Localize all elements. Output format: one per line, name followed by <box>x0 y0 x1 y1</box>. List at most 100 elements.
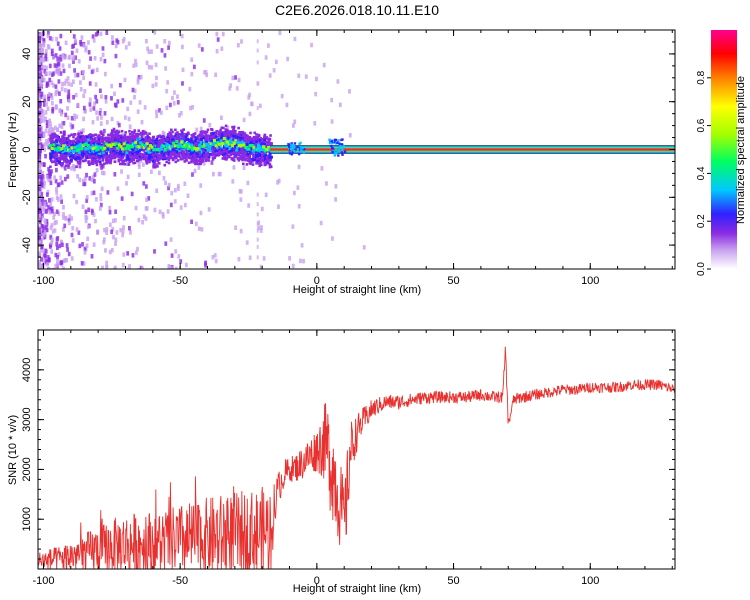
spectrogram-ridge-cell <box>239 144 243 148</box>
spectrogram-band-cell <box>187 149 191 152</box>
spectrogram-band-cell <box>209 135 213 139</box>
spectrogram-band-cell <box>96 145 100 149</box>
spectrogram-band-cell <box>160 150 164 154</box>
spectrogram-noise-cell <box>167 264 171 269</box>
spectrogram-noise-cell <box>80 129 84 134</box>
spectrogram-noise-cell <box>256 105 259 110</box>
spectrogram-band-cell <box>107 145 111 149</box>
spectrogram-noise-cell <box>59 71 63 76</box>
spectrogram-band-cell <box>245 142 248 146</box>
spectrogram-noise-cell <box>44 116 47 122</box>
spectrogram-band-cell <box>217 132 221 136</box>
spectrogram-noise-cell <box>43 94 47 100</box>
spectrogram-band-cell <box>133 151 137 154</box>
spectrogram-noise-cell <box>44 153 47 159</box>
spectrogram-ridge-cell <box>144 143 148 147</box>
spectrogram-noise-cell <box>45 208 48 214</box>
spectrogram-band-cell <box>246 140 250 144</box>
spectrogram-band-cell <box>181 132 185 136</box>
spectrogram-band-cell <box>191 151 194 155</box>
spectrogram-noise-cell <box>44 256 48 261</box>
spectrogram-band-cell <box>120 157 123 161</box>
spectrogram-noise-cell <box>116 99 120 104</box>
spectrogram-band-cell <box>264 157 267 160</box>
spectrogram-ridge-cell <box>224 140 228 144</box>
spectrogram-band-cell <box>77 138 80 142</box>
spectrogram-band-cell <box>127 163 131 166</box>
spectrogram-noise-cell <box>50 51 54 57</box>
spectrogram-band-cell <box>119 162 122 166</box>
spectrogram-ridge-cell <box>194 147 198 151</box>
spectrogram-band-cell <box>126 155 129 158</box>
spectrogram-band-cell <box>142 140 145 144</box>
spectrogram-band-cell <box>183 141 186 144</box>
spectrogram-ridge-cell <box>134 140 138 144</box>
spectrogram-band-cell <box>90 133 94 137</box>
spectrogram-band-cell <box>87 161 90 165</box>
spectrogram-band-cell <box>174 132 178 135</box>
spectrogram-band-cell <box>213 152 216 155</box>
spectrogram-noise-cell <box>73 68 77 73</box>
spectrogram-band-cell <box>159 138 163 142</box>
spectrogram-noise-cell <box>114 241 117 246</box>
spectrogram-noise-cell <box>147 64 151 70</box>
spectrogram-noise-cell <box>70 232 74 238</box>
spectrogram-band-cell <box>223 132 227 136</box>
spectrogram-noise-cell <box>56 127 59 132</box>
spectrogram-x-tick-label: 50 <box>447 275 459 287</box>
spectrogram-noise-cell <box>239 197 243 202</box>
spectrogram-band-cell <box>142 157 146 161</box>
spectrogram-band-cell <box>252 153 255 157</box>
spectrogram-noise-cell <box>83 246 87 252</box>
spectrogram-band-cell <box>178 151 181 155</box>
spectrogram-noise-cell <box>142 214 146 219</box>
spectrogram-band-cell <box>222 139 225 143</box>
spectrogram-noise-cell <box>133 88 137 94</box>
spectrogram-band-cell <box>174 128 177 132</box>
spectrogram-band-cell <box>243 138 246 141</box>
spectrogram-noise-cell <box>85 198 89 203</box>
spectrogram-noise-cell <box>96 31 100 36</box>
snr-x-tick-label: -50 <box>172 575 188 587</box>
spectrogram-noise-cell <box>155 113 159 119</box>
spectrogram-noise-cell <box>118 63 122 68</box>
spectrogram-noise-cell <box>54 84 58 89</box>
spectrogram-ridge-cell <box>147 147 151 151</box>
spectrogram-noise-cell <box>256 60 259 65</box>
spectrogram-ridge-cell <box>119 145 123 149</box>
snr-x-tick-label: 0 <box>314 575 320 587</box>
spectrogram-band-cell <box>123 138 127 142</box>
spectrogram-blob-cell <box>293 142 297 145</box>
spectrogram-ridge-cell <box>85 147 89 151</box>
spectrogram-ridge-cell <box>229 141 233 145</box>
spectrogram-noise-cell <box>45 139 48 144</box>
spectrogram-band-cell <box>107 161 111 164</box>
spectrogram-noise-cell <box>141 162 145 167</box>
spectrogram-noise-cell <box>41 48 44 53</box>
spectrogram-band-cell <box>70 133 73 137</box>
spectrogram-noise-cell <box>348 132 352 138</box>
spectrogram-band-cell <box>187 156 190 159</box>
spectrogram-noise-cell <box>48 121 52 126</box>
spectrogram-band-cell <box>124 158 128 162</box>
spectrogram-band-cell <box>152 137 155 140</box>
spectrogram-noise-cell <box>47 128 51 134</box>
spectrogram-noise-cell <box>214 258 218 264</box>
spectrogram-band-cell <box>210 140 213 143</box>
spectrogram-ridge-cell <box>163 147 167 151</box>
spectrogram-blob-cell <box>291 151 295 154</box>
colorbar-tick-label: 0.8 <box>696 70 707 84</box>
spectrogram-band-cell <box>202 151 205 155</box>
spectrogram-noise-cell <box>38 235 41 241</box>
spectrogram-ridge-cell <box>76 148 80 152</box>
spectrogram-band-cell <box>171 151 174 155</box>
spectrogram-band-cell <box>106 147 110 151</box>
spectrogram-noise-cell <box>172 101 176 106</box>
spectrogram-noise-cell <box>84 45 88 50</box>
spectrogram-band-cell <box>109 158 113 162</box>
spectrogram-noise-cell <box>39 118 43 123</box>
spectrogram-band-cell <box>247 156 251 159</box>
spectrogram-noise-cell <box>104 248 107 253</box>
spectrogram-band-cell <box>155 158 158 162</box>
spectrogram-ridge-cell <box>106 143 110 147</box>
